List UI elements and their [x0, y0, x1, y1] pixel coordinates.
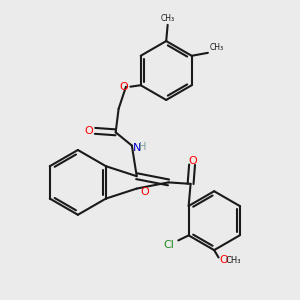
Text: H: H [139, 142, 147, 152]
Text: Cl: Cl [163, 240, 174, 250]
Text: O: O [189, 156, 197, 166]
Text: O: O [119, 82, 128, 92]
Text: O: O [140, 187, 149, 197]
Text: CH₃: CH₃ [226, 256, 242, 265]
Text: CH₃: CH₃ [160, 14, 175, 23]
Text: CH₃: CH₃ [209, 43, 224, 52]
Text: N: N [133, 143, 141, 153]
Text: O: O [219, 255, 228, 266]
Text: O: O [84, 126, 93, 136]
